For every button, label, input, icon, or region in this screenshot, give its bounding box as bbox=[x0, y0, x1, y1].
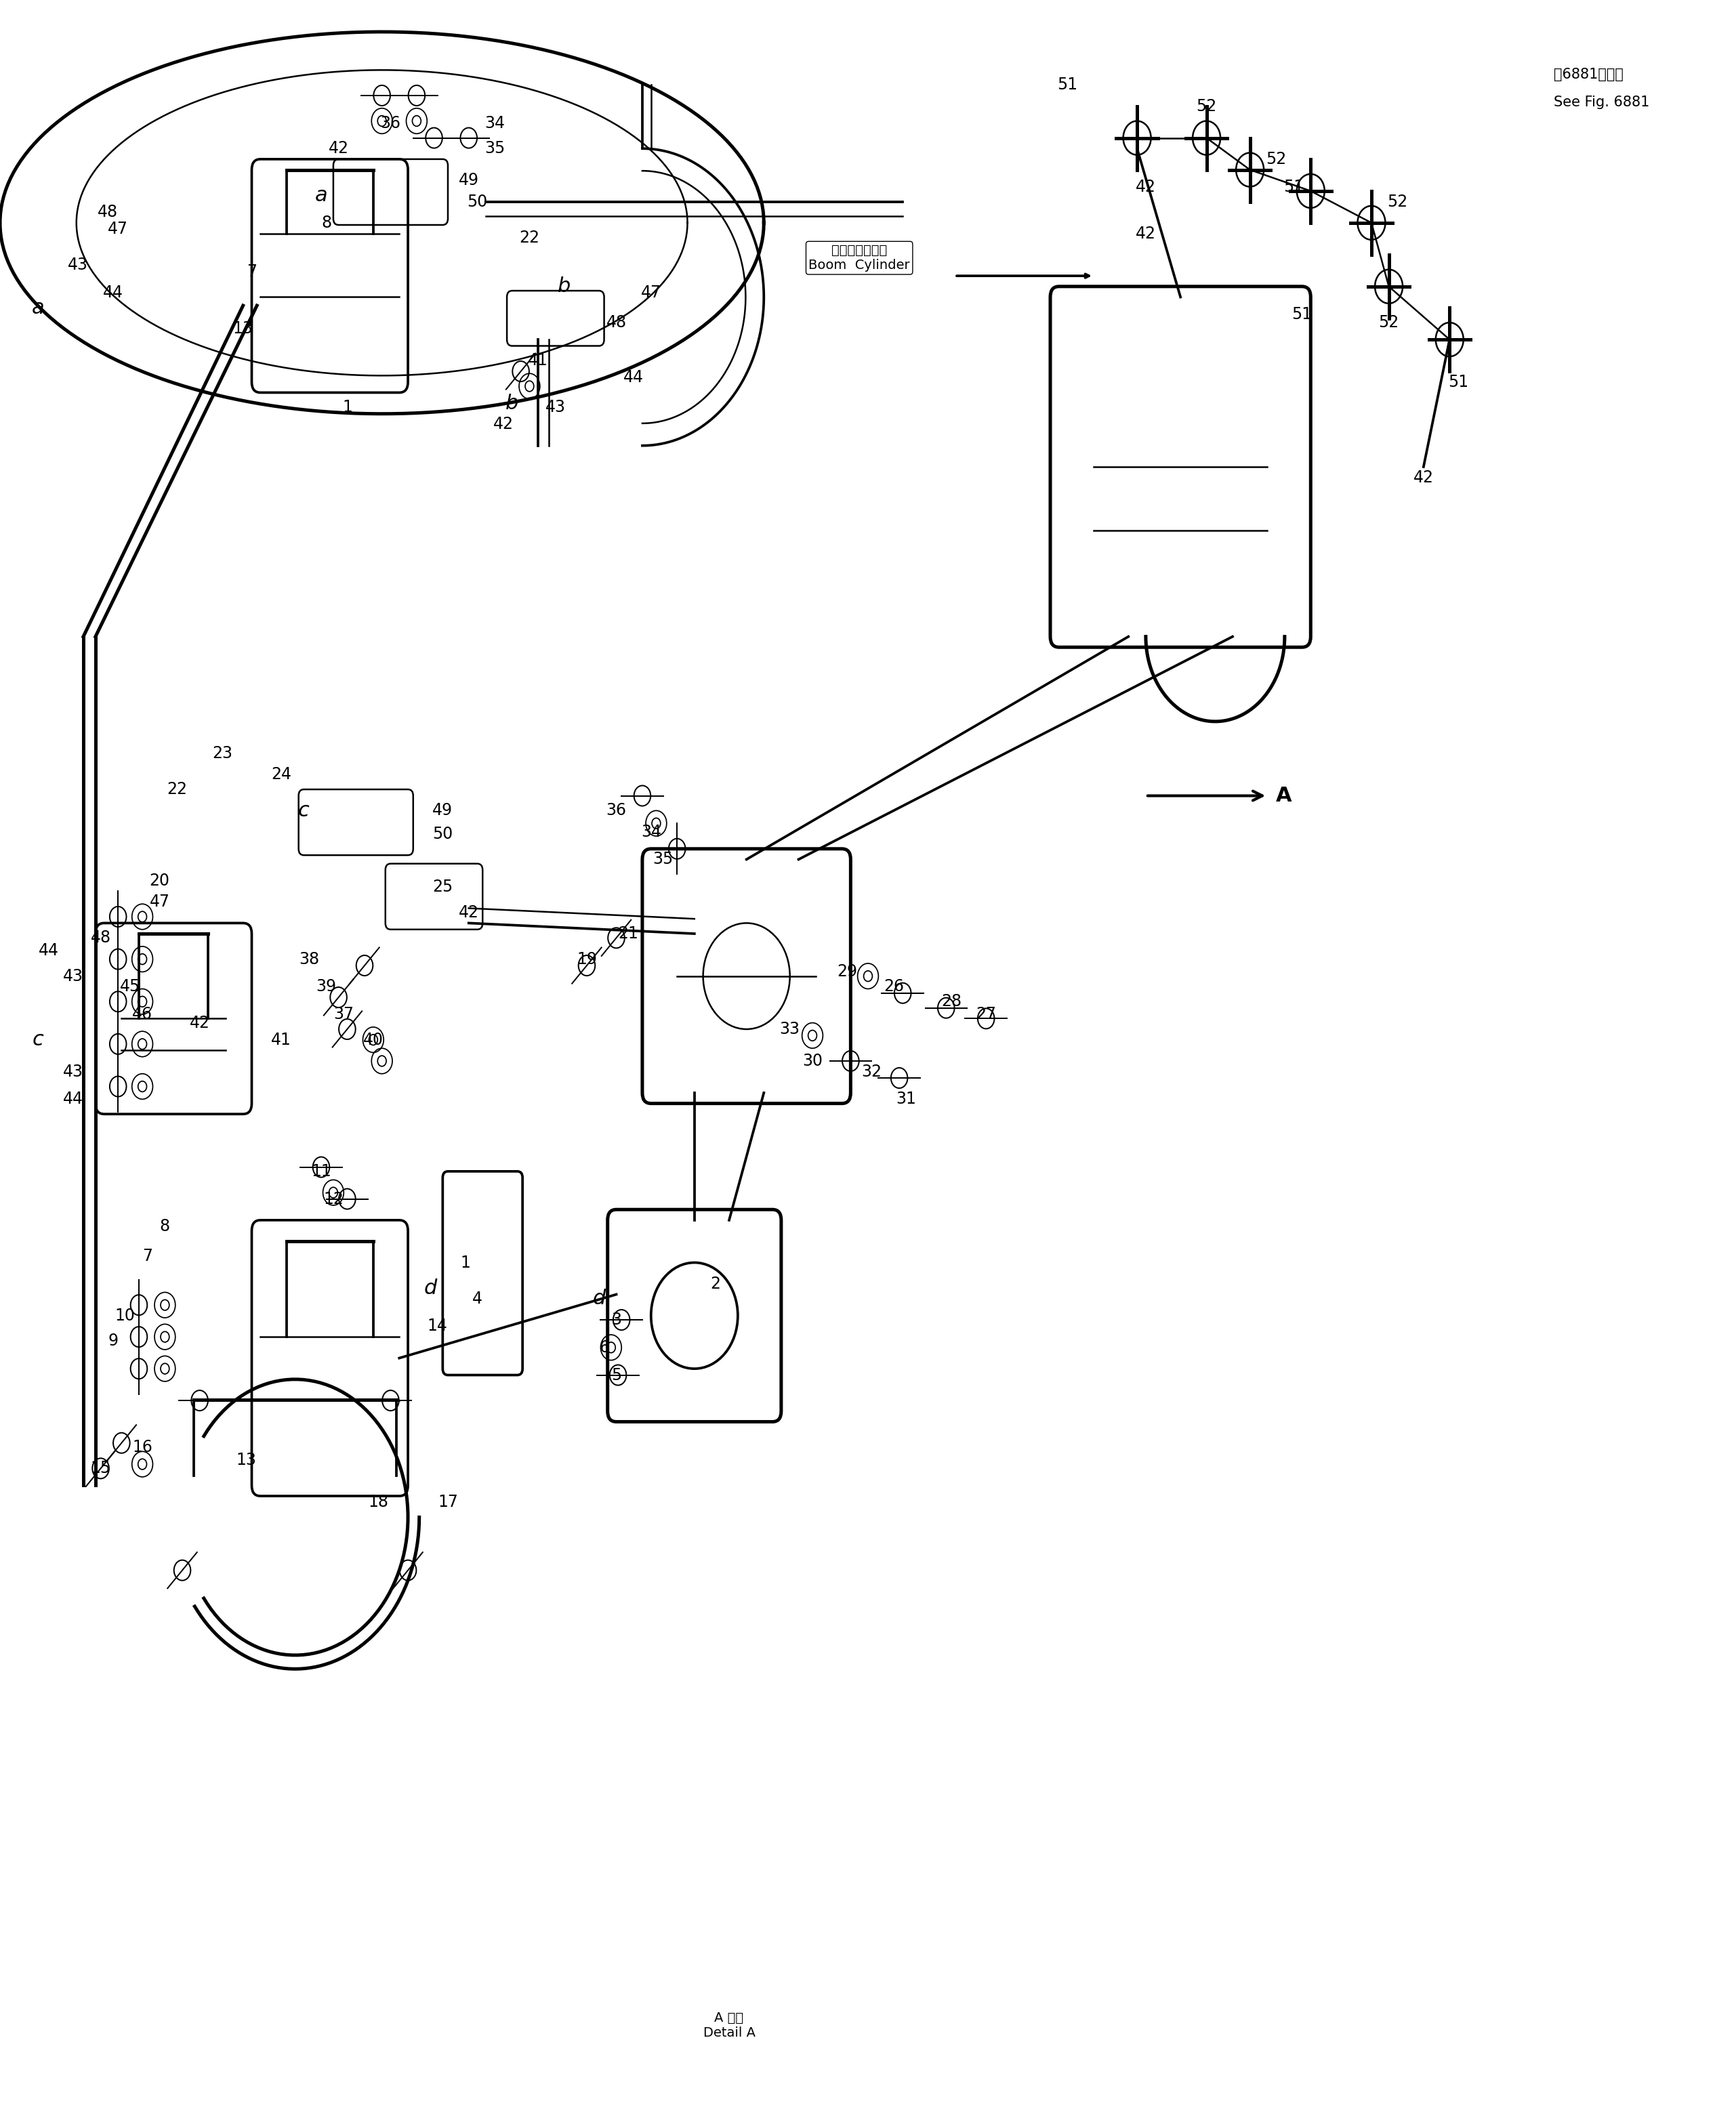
Text: 50: 50 bbox=[432, 825, 453, 842]
Text: 48: 48 bbox=[97, 204, 118, 221]
Text: 10: 10 bbox=[115, 1307, 135, 1324]
Text: A 詳細
Detail A: A 詳細 Detail A bbox=[703, 2012, 755, 2039]
Text: 24: 24 bbox=[271, 766, 292, 783]
Text: 31: 31 bbox=[896, 1091, 917, 1108]
Text: 16: 16 bbox=[132, 1439, 153, 1456]
Text: 42: 42 bbox=[493, 416, 514, 433]
Text: 50: 50 bbox=[467, 193, 488, 210]
Text: 5: 5 bbox=[611, 1367, 621, 1384]
Text: 51: 51 bbox=[1283, 178, 1304, 195]
Text: 15: 15 bbox=[90, 1460, 111, 1477]
Text: 52: 52 bbox=[1378, 314, 1399, 331]
Text: 22: 22 bbox=[519, 229, 540, 246]
Text: 42: 42 bbox=[189, 1014, 210, 1031]
Text: 1: 1 bbox=[342, 399, 352, 416]
Text: 27: 27 bbox=[976, 1006, 996, 1023]
Text: 7: 7 bbox=[142, 1248, 153, 1265]
Text: 43: 43 bbox=[545, 399, 566, 416]
Text: 6: 6 bbox=[599, 1339, 609, 1356]
Text: 37: 37 bbox=[333, 1006, 354, 1023]
Text: 35: 35 bbox=[484, 140, 505, 157]
Text: 12: 12 bbox=[323, 1190, 344, 1207]
Text: 52: 52 bbox=[1196, 98, 1217, 115]
Text: 4: 4 bbox=[472, 1290, 483, 1307]
Text: 47: 47 bbox=[108, 221, 128, 238]
Text: A: A bbox=[1276, 785, 1292, 806]
Text: 42: 42 bbox=[1413, 469, 1434, 486]
Text: 42: 42 bbox=[458, 904, 479, 921]
Text: 11: 11 bbox=[311, 1163, 332, 1180]
Text: 20: 20 bbox=[149, 872, 170, 889]
Text: 44: 44 bbox=[38, 942, 59, 959]
Text: 33: 33 bbox=[779, 1021, 800, 1038]
Text: 43: 43 bbox=[68, 257, 89, 274]
Text: 23: 23 bbox=[212, 745, 233, 762]
Text: 22: 22 bbox=[167, 781, 187, 798]
Text: 36: 36 bbox=[380, 115, 401, 132]
Text: a: a bbox=[31, 297, 45, 318]
Text: 29: 29 bbox=[837, 963, 858, 980]
Text: b: b bbox=[505, 393, 519, 414]
Text: 14: 14 bbox=[427, 1318, 448, 1335]
Text: 26: 26 bbox=[884, 978, 904, 995]
Text: d: d bbox=[424, 1277, 437, 1299]
Text: a: a bbox=[314, 185, 328, 206]
Text: 44: 44 bbox=[623, 369, 644, 386]
Text: 9: 9 bbox=[108, 1333, 118, 1350]
Text: 47: 47 bbox=[641, 284, 661, 301]
Text: 51: 51 bbox=[1292, 306, 1312, 323]
Text: 42: 42 bbox=[328, 140, 349, 157]
Text: 8: 8 bbox=[321, 214, 332, 231]
Text: 3: 3 bbox=[611, 1311, 621, 1328]
Text: 41: 41 bbox=[528, 352, 549, 369]
Text: 41: 41 bbox=[271, 1031, 292, 1048]
Text: 49: 49 bbox=[432, 802, 453, 819]
Text: 49: 49 bbox=[458, 172, 479, 189]
Text: 46: 46 bbox=[132, 1006, 153, 1023]
Text: 13: 13 bbox=[236, 1451, 257, 1468]
Text: 18: 18 bbox=[368, 1494, 389, 1511]
Text: 52: 52 bbox=[1387, 193, 1408, 210]
Text: c: c bbox=[299, 800, 309, 821]
Text: 第6881図参照: 第6881図参照 bbox=[1554, 68, 1623, 81]
Text: 39: 39 bbox=[316, 978, 337, 995]
Text: 48: 48 bbox=[90, 929, 111, 946]
Text: 45: 45 bbox=[120, 978, 141, 995]
Text: 42: 42 bbox=[1135, 178, 1156, 195]
Text: 19: 19 bbox=[576, 951, 597, 968]
Text: 40: 40 bbox=[363, 1031, 384, 1048]
Text: 7: 7 bbox=[247, 263, 257, 280]
Text: 43: 43 bbox=[62, 1063, 83, 1080]
Text: 43: 43 bbox=[62, 968, 83, 985]
Text: 13: 13 bbox=[233, 320, 253, 337]
Text: 1: 1 bbox=[460, 1254, 470, 1271]
Text: b: b bbox=[557, 276, 571, 297]
Text: 47: 47 bbox=[149, 893, 170, 910]
Text: 34: 34 bbox=[484, 115, 505, 132]
Text: 38: 38 bbox=[299, 951, 319, 968]
Text: 51: 51 bbox=[1448, 373, 1469, 390]
Text: 42: 42 bbox=[1135, 225, 1156, 242]
Text: 28: 28 bbox=[941, 993, 962, 1010]
Text: ブームシリンダ
Boom  Cylinder: ブームシリンダ Boom Cylinder bbox=[809, 244, 910, 272]
Text: 32: 32 bbox=[861, 1063, 882, 1080]
Text: 17: 17 bbox=[437, 1494, 458, 1511]
Text: 8: 8 bbox=[160, 1218, 170, 1235]
Text: c: c bbox=[33, 1029, 43, 1050]
Text: 35: 35 bbox=[653, 851, 674, 868]
Text: d: d bbox=[592, 1288, 606, 1309]
Text: 51: 51 bbox=[1057, 76, 1078, 93]
Text: 30: 30 bbox=[802, 1053, 823, 1069]
Text: 2: 2 bbox=[710, 1275, 720, 1292]
Text: 34: 34 bbox=[641, 823, 661, 840]
Text: 44: 44 bbox=[102, 284, 123, 301]
Text: 36: 36 bbox=[606, 802, 627, 819]
Text: See Fig. 6881: See Fig. 6881 bbox=[1554, 95, 1649, 108]
Text: 21: 21 bbox=[618, 925, 639, 942]
Text: 44: 44 bbox=[62, 1091, 83, 1108]
Text: 25: 25 bbox=[432, 879, 453, 895]
Text: 52: 52 bbox=[1266, 151, 1286, 168]
Text: 48: 48 bbox=[606, 314, 627, 331]
